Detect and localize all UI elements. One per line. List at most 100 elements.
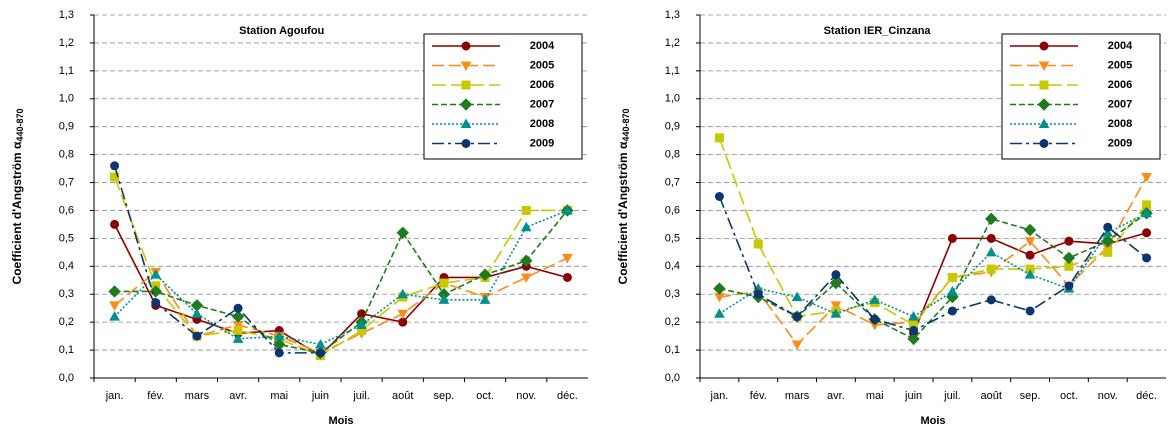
y-axis-label-sub: 440-870: [15, 109, 25, 142]
marker: [315, 338, 326, 349]
marker: [461, 80, 471, 90]
x-axis-label: Mois: [328, 415, 353, 427]
y-tick-label: 0,8: [59, 149, 74, 161]
marker: [714, 308, 725, 318]
title-box: [809, 21, 946, 41]
y-axis-label-main: Coefficient d'Angström α: [616, 141, 630, 285]
marker: [1101, 234, 1114, 248]
legend-box: [1001, 33, 1161, 160]
marker: [1103, 222, 1113, 232]
marker: [274, 348, 284, 358]
x-tick-label: sep.: [1020, 390, 1041, 402]
marker: [461, 41, 471, 51]
marker: [830, 308, 842, 318]
x-tick-label: mars: [185, 390, 210, 402]
x-tick-label: nov.: [516, 390, 536, 402]
marker: [829, 276, 843, 290]
marker: [520, 273, 532, 283]
marker: [947, 233, 957, 243]
marker: [233, 326, 243, 336]
x-tick-label: fév.: [147, 390, 164, 402]
marker: [191, 308, 203, 318]
marker: [109, 301, 120, 311]
marker: [1102, 227, 1114, 237]
marker: [192, 331, 202, 341]
marker: [714, 192, 724, 201]
y-tick-label: 1,2: [59, 37, 74, 49]
marker: [869, 294, 881, 304]
marker: [398, 317, 408, 327]
marker: [1141, 172, 1152, 183]
x-tick-label: avr.: [229, 390, 247, 402]
marker: [231, 310, 245, 323]
x-tick-label: fév.: [750, 390, 767, 402]
legend-label: 2007: [1108, 98, 1132, 110]
marker: [831, 270, 841, 280]
y-tick-label: 0,9: [59, 121, 74, 133]
x-tick-label: mai: [866, 390, 884, 402]
marker: [1025, 250, 1035, 260]
marker: [562, 272, 572, 282]
marker: [356, 319, 367, 329]
marker: [909, 326, 919, 336]
marker: [396, 226, 409, 240]
marker: [1141, 207, 1152, 218]
marker: [149, 285, 162, 298]
y-tick-label: 1,0: [665, 93, 680, 105]
x-tick-label: déc.: [557, 390, 578, 402]
marker: [1142, 228, 1152, 238]
marker: [985, 212, 998, 226]
marker: [109, 311, 120, 321]
y-tick-label: 0,3: [59, 288, 74, 300]
marker: [947, 306, 957, 316]
marker: [460, 61, 472, 72]
y-tick-label: 0,7: [665, 176, 680, 188]
marker: [753, 289, 763, 299]
x-axis-label: Mois: [920, 415, 945, 427]
x-tick-label: nov.: [1098, 390, 1118, 402]
y-axis-label: Coefficient d'Angström α440-870: [10, 109, 25, 285]
legend-label: 2007: [530, 98, 554, 110]
y-tick-label: 0,5: [59, 232, 74, 244]
marker: [233, 303, 243, 313]
marker: [397, 309, 409, 320]
y-tick-label: 1,1: [665, 65, 680, 77]
marker: [830, 301, 842, 311]
legend-label: 2008: [1108, 118, 1132, 130]
marker: [478, 268, 492, 281]
marker: [1142, 253, 1152, 263]
legend-label: 2006: [1108, 79, 1132, 91]
x-tick-label: mai: [270, 390, 288, 402]
series-line: [114, 209, 569, 354]
y-tick-label: 0,0: [665, 372, 680, 384]
marker: [986, 233, 996, 243]
y-tick-label: 0,4: [665, 260, 680, 272]
y-tick-label: 0,8: [665, 149, 680, 161]
y-axis-label-sub: 440-870: [621, 109, 631, 142]
marker: [947, 285, 958, 296]
marker: [714, 133, 724, 143]
marker: [461, 139, 471, 148]
y-tick-label: 0,6: [59, 204, 74, 216]
marker: [986, 295, 996, 305]
legend-box: [423, 33, 583, 160]
marker: [479, 294, 491, 304]
marker: [232, 333, 244, 343]
marker: [520, 254, 533, 267]
x-tick-label: mars: [785, 390, 810, 402]
y-axis-label: Coefficient d'Angström α440-870: [616, 109, 631, 285]
y-tick-label: 0,2: [59, 316, 74, 328]
marker: [110, 161, 120, 171]
x-tick-label: juin: [311, 390, 329, 402]
x-tick-label: juil.: [352, 390, 370, 402]
legend-label: 2006: [530, 79, 554, 91]
chart: 0,0 0,1 0,2 0,3 0,4 0,5 0,6 0,7 0,8 0,9 1,0 1,1 1,2 1…: [616, 9, 1166, 427]
marker: [110, 219, 120, 229]
y-tick-label: 0,7: [59, 176, 74, 188]
marker: [439, 278, 449, 288]
series-line: [719, 176, 1148, 346]
marker: [1062, 251, 1076, 265]
chart-title: Station Agoufou: [239, 25, 324, 37]
title-box: [213, 21, 350, 41]
